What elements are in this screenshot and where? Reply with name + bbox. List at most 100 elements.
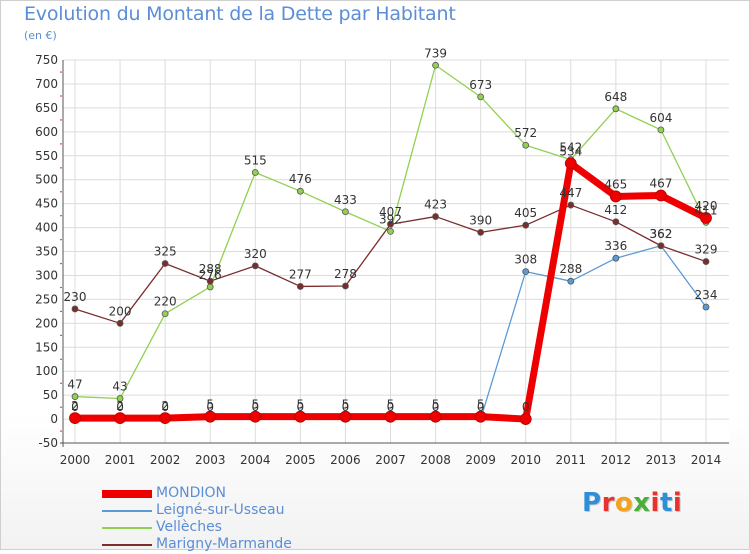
data-label: 604 [649,111,672,125]
x-tick-label: 2007 [375,453,406,467]
y-tick-label: 450 [35,197,58,211]
data-point [387,220,394,228]
data-point [655,189,667,202]
legend-swatch [102,490,152,498]
x-tick-label: 2004 [240,453,271,467]
data-point [612,218,620,226]
y-tick-label: 200 [35,316,58,330]
data-point [612,254,620,262]
x-tick-label: 2011 [556,453,587,467]
data-label: 572 [514,126,537,140]
y-tick-label: 500 [35,173,58,187]
data-label: 220 [154,295,177,309]
data-label: 2 [71,399,79,413]
data-label: 0 [477,400,485,414]
data-point [432,61,439,69]
legend-label: MONDION [156,485,226,501]
data-label: 0 [206,400,214,414]
x-tick-label: 2003 [195,453,226,467]
data-label: 5 [297,398,305,412]
x-tick-label: 2001 [105,453,136,467]
data-point [564,157,577,170]
data-label: 447 [559,186,582,200]
y-tick-label: 550 [35,149,58,163]
data-point [204,410,217,423]
proxiti-logo: Proxiti [582,488,682,518]
legend-label: Leigné-sur-Usseau [156,502,285,518]
data-label: 420 [695,199,718,213]
data-label: 0 [71,400,79,414]
y-minor-tick [60,310,62,313]
data-point [116,319,124,327]
y-minor-tick [60,406,62,408]
logo-letter: P [582,488,602,518]
data-point [567,277,575,285]
data-label: 392 [379,212,402,226]
y-tick-label: 250 [35,292,58,306]
data-label: 320 [244,247,267,261]
data-label: 412 [604,203,627,217]
data-point [294,410,307,423]
data-label: 476 [289,172,312,186]
x-tick-label: 2012 [601,453,632,467]
legend-swatch [102,510,152,512]
data-point [477,228,485,236]
data-label: 390 [469,213,492,227]
data-label: 5 [251,398,259,412]
x-tick-label: 2005 [285,453,316,467]
data-point [432,213,439,220]
data-point [700,212,712,224]
data-point [161,260,169,267]
data-label: 276 [199,268,222,282]
y-minor-tick [60,191,62,193]
data-label: 5 [387,398,395,412]
x-tick-label: 2000 [60,453,91,467]
data-label: 0 [342,400,350,414]
y-tick-label: 100 [35,364,58,378]
data-label: 407 [379,205,402,219]
data-point [114,412,126,425]
data-label: 0 [387,400,395,414]
y-minor-tick [60,382,62,384]
data-label: 465 [604,177,627,191]
x-tick-label: 2009 [465,453,496,467]
data-label: 200 [109,304,132,318]
data-point [161,310,169,318]
y-minor-tick [60,430,62,432]
legend-swatch [102,527,152,529]
data-label: 411 [695,203,718,217]
data-point [249,410,262,423]
data-label: 288 [199,262,222,276]
data-label: 0 [522,400,530,414]
data-point [612,105,620,113]
x-tick-label: 2006 [330,453,361,467]
x-tick-label: 2008 [420,453,451,467]
y-minor-tick [60,358,62,360]
axes: -500501001502002503003504004505005506006… [35,53,729,467]
y-minor-tick [60,95,62,97]
y-tick-label: 350 [35,245,58,259]
data-point [159,412,172,425]
data-label: 0 [251,400,259,414]
logo-letter: o [614,488,634,518]
y-minor-tick [60,143,62,145]
data-label: 648 [604,90,627,104]
data-point [342,208,349,216]
y-tick-label: -50 [38,436,58,450]
y-tick-label: 300 [35,268,58,282]
y-minor-tick [60,167,62,169]
data-label: 673 [469,78,492,92]
data-point [609,190,622,203]
data-point [384,410,397,423]
data-label: 230 [64,290,87,304]
data-label: 405 [514,206,537,220]
logo-letter: r [601,488,615,518]
data-point [71,393,79,400]
data-point [702,258,710,265]
y-minor-tick [60,119,62,121]
y-tick-label: 150 [35,340,58,354]
data-label: 5 [477,398,485,412]
chart-title: Evolution du Montant de la Dette par Hab… [24,3,456,25]
